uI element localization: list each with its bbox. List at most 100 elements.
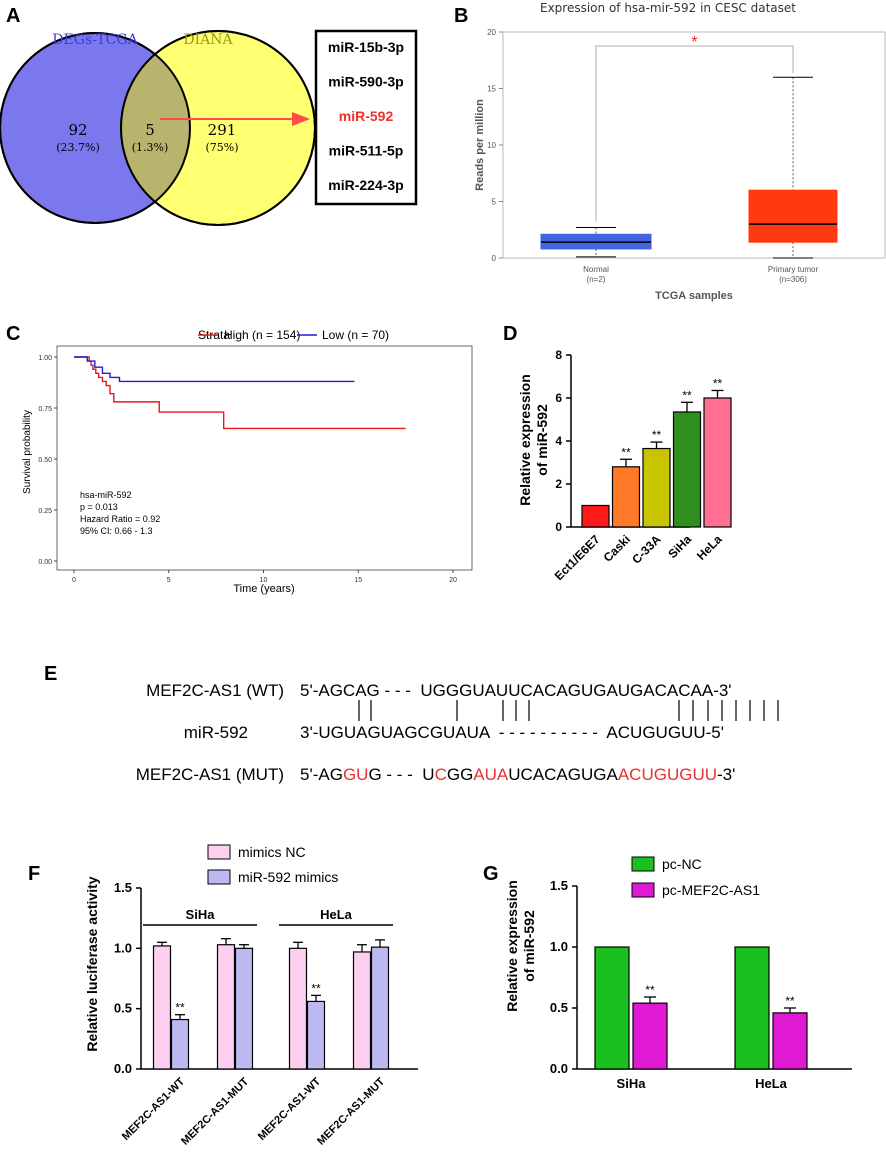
chart-c-ytick-label: 1.00 [38,355,52,362]
mirna-item: miR-511-5p [329,143,404,159]
chart-c-xtick-label: 15 [354,577,362,584]
bar [288,947,308,1070]
mirna-list-box [314,29,418,206]
chart-c-ytick-label: 0.00 [38,559,52,566]
km-curve-low [74,356,355,383]
km-annot-1: hsa-miR-592 [80,490,132,500]
seq-segment: G [368,765,381,784]
chart-c-xtick-label: 5 [167,577,171,584]
seq-segment: - - - [380,681,421,700]
chart-b-ytick-label: 5 [492,198,497,207]
panel-f-bars: Relative luciferase activity 0.0 0.5 1.0 1.… [84,844,418,1148]
legend-swatch [207,844,231,860]
y-tick-label: 0.5 [114,1001,132,1016]
bar-siha [672,411,702,528]
bar-c33a [642,447,671,528]
legend-label: pc-MEF2C-AS1 [662,882,760,898]
panel-b-boxplot: Expression of hsa-mir-592 in CESC datase… [474,1,886,302]
mirna-item: miR-592 [339,108,394,124]
chart-b-ytick-label: 20 [487,28,496,37]
chart-g-ylabel-1: Relative expression [504,880,520,1012]
chart-c-frame [56,345,473,571]
km-annot-4: 95% CI: 0.66 - 1.3 [80,526,153,536]
panel-label-c: C [6,323,20,345]
panel-label-d: D [503,323,517,345]
panel-label-a: A [6,5,20,27]
seq-segment: GU [343,765,369,784]
panel-label-b: B [454,5,468,27]
y-tick-label: 1.0 [550,939,568,954]
y-tick-label: 0 [555,520,562,534]
bar [234,947,254,1070]
y-tick-label: 1.5 [114,880,132,895]
seq-segment: UCACAGUGA [508,765,618,784]
seq-segment: U [422,765,434,784]
seq-segment: - - - - - - - - - - [489,723,606,742]
chart-d-ylabel-2: of miR-592 [534,404,550,476]
venn-right-count: 291 [208,121,237,139]
x-tick-label: Ect1/E6E7 [552,532,603,583]
venn-left-title: DEGs-TCGA [52,32,138,48]
bar [152,945,172,1070]
seq-wt: 5'-AGCAG - - - UGGGUAUUCACAGUGAUGACACAA-… [300,681,732,700]
chart-c-xlabel: Time (years) [233,583,294,595]
seq-segment: AUA [473,765,509,784]
x-tick-label: MEF2C-AS1-WT [256,1075,323,1142]
km-annot-2: p = 0.013 [80,502,118,512]
seq-segment: ACUGUGUU-5' [606,723,724,742]
venn-right-pct: (75%) [205,141,238,154]
bar [734,946,770,1070]
bar [352,951,372,1070]
significance-label: ** [645,983,655,997]
seq-segment: ACUGUGUU [618,765,717,784]
panel-label-f: F [28,863,40,885]
venn-right-title: DIANA [183,32,233,48]
y-tick-label: 0.5 [550,1000,568,1015]
y-tick-label: 4 [555,434,562,448]
bar [170,1018,190,1070]
seq-segment: C [435,765,447,784]
seq-segment: -3' [717,765,735,784]
panel-d-bars: Relative expression of miR-592 0 2 4 6 8 Ect1… [517,348,732,583]
bar-hela [703,397,732,528]
panel-c-survival: Strata High (n = 154) Low (n = 70) Survi… [22,328,473,595]
significance-label: ** [652,428,662,442]
venn-left-count: 92 [68,121,87,139]
significance-bracket [595,45,794,222]
group-label: SiHa [186,907,216,922]
group-label: HeLa [320,907,353,922]
seq-segment: UGGGUAUUCACAGUGAUGACACAA-3' [420,681,731,700]
chart-b-ylabel: Reads per million [474,99,486,191]
seq-mut: 5'-AGGUG - - - UCGGAUAUCACAGUGAACUGUGUU-… [300,765,735,784]
seq-label-wt: MEF2C-AS1 (WT) [146,681,284,700]
chart-b-title: Expression of hsa-mir-592 in CESC datase… [540,1,796,15]
legend-high-label: High (n = 154) [224,328,300,342]
seq-label-mut: MEF2C-AS1 (MUT) [136,765,284,784]
chart-b-xtick-label: Normal [583,265,609,274]
x-tick-label: Caski [601,532,634,565]
pairing-lines [358,700,779,721]
chart-b-xtick-n: (n=306) [779,275,807,284]
venn-arrow-head [292,112,310,126]
significance-label: ** [785,994,795,1008]
significance-label: ** [175,1001,185,1015]
seq-segment: - - - [382,765,423,784]
chart-c-xtick-label: 0 [72,577,76,584]
legend-swatch [207,869,231,885]
seq-segment: 3'-UGUAGUAGCGUAUA [300,723,491,742]
chart-d-ylabel-1: Relative expression [517,374,533,506]
box-body [748,189,838,243]
chart-g-ylabel-2: of miR-592 [521,910,537,982]
legend-low-label: Low (n = 70) [322,328,389,342]
km-curve-high [74,356,406,430]
x-tick-label: C-33A [629,532,664,567]
seq-segment: 5'-AG [300,765,343,784]
legend-swatch [631,856,655,872]
bar-ect1e6e7 [581,504,610,528]
chart-f-ylabel: Relative luciferase activity [84,876,100,1051]
chart-b-ytick-label: 15 [487,85,496,94]
y-tick-label: 1.5 [550,878,568,893]
bar [632,1002,668,1070]
panel-label-g: G [483,863,499,885]
